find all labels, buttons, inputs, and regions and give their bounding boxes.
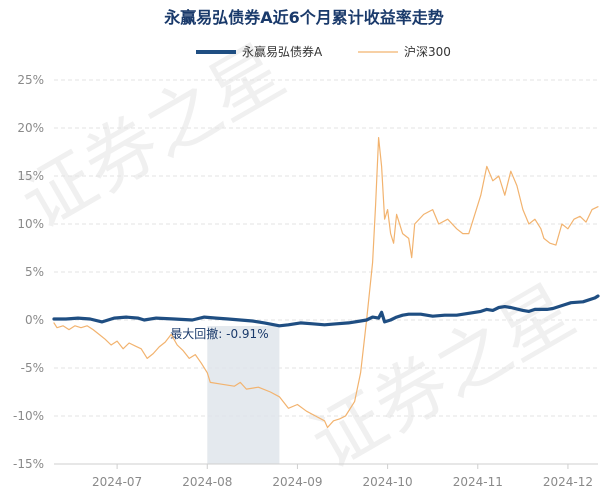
watermark-text-0: 证券之星 (7, 28, 298, 245)
chart-title: 永赢易弘债券A近6个月累计收益率走势 (163, 8, 444, 27)
legend-label-0: 永赢易弘债券A (242, 44, 323, 59)
y-tick-label-0: -15% (13, 457, 44, 471)
series-line-0 (52, 294, 600, 328)
x-tick-label-1: 2024-08 (182, 475, 232, 489)
y-tick-label-4: 5% (25, 265, 44, 279)
x-tick-label-2: 2024-09 (272, 475, 322, 489)
x-axis: 2024-07 2024-08 2024-09 2024-10 2024-11 2024-… (54, 463, 598, 489)
drawdown-layer: 最大回撤: -0.91% (170, 326, 280, 464)
drawdown-shade (207, 326, 280, 464)
y-axis: -15% -10% -5% 0% 5% 10% 15% 20% 25% (13, 73, 44, 471)
legend: 永赢易弘债券A 沪深300 (196, 44, 451, 59)
y-tick-label-6: 15% (17, 169, 44, 183)
x-tick-label-4: 2024-11 (453, 475, 503, 489)
y-tick-label-3: 0% (25, 313, 44, 327)
y-tick-label-7: 20% (17, 121, 44, 135)
x-tick-label-3: 2024-10 (363, 475, 413, 489)
series-line-1 (53, 137, 599, 429)
y-tick-label-8: 25% (17, 73, 44, 87)
x-tick-label-5: 2024-12 (543, 475, 593, 489)
y-tick-label-2: -5% (21, 361, 44, 375)
legend-label-1: 沪深300 (404, 45, 451, 59)
y-tick-label-5: 10% (17, 217, 44, 231)
watermark-text-1: 证券之星 (297, 268, 588, 485)
y-tick-label-1: -10% (13, 409, 44, 423)
series-layer (52, 137, 600, 429)
x-tick-label-0: 2024-07 (92, 475, 142, 489)
drawdown-label: 最大回撤: -0.91% (170, 326, 268, 341)
